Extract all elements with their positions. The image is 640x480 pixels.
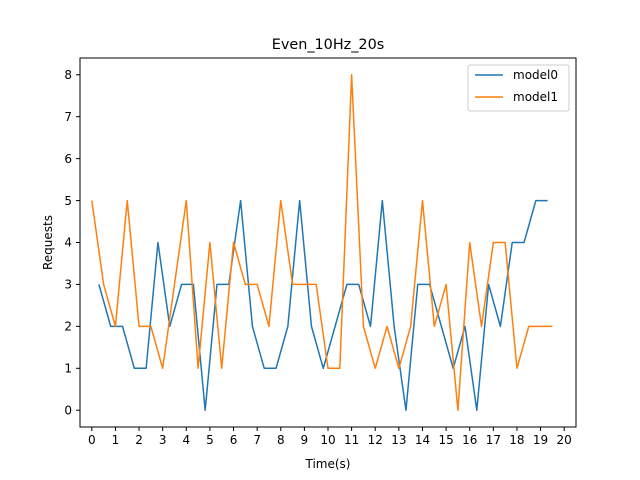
x-tick-label: 12 — [368, 433, 383, 447]
y-tick-label: 3 — [64, 278, 72, 292]
x-axis-label: Time(s) — [305, 457, 351, 471]
y-tick-label: 7 — [64, 110, 72, 124]
x-tick-label: 10 — [320, 433, 335, 447]
y-tick-label: 5 — [64, 194, 72, 208]
x-tick-label: 11 — [344, 433, 359, 447]
x-tick-label: 0 — [88, 433, 96, 447]
y-tick-label: 0 — [64, 403, 72, 417]
series-line-model1 — [91, 74, 553, 411]
y-tick-label: 4 — [64, 236, 72, 250]
x-tick-label: 17 — [486, 433, 501, 447]
y-axis-label: Requests — [41, 215, 55, 270]
y-tick-label: 8 — [64, 68, 72, 82]
x-tick-label: 19 — [533, 433, 548, 447]
x-tick-label: 8 — [277, 433, 285, 447]
x-tick-label: 5 — [206, 433, 214, 447]
x-tick-label: 6 — [230, 433, 238, 447]
x-tick-label: 9 — [301, 433, 309, 447]
x-tick-label: 2 — [135, 433, 143, 447]
plot-frame — [79, 57, 577, 428]
x-tick-label: 1 — [112, 433, 120, 447]
x-tick-label: 16 — [462, 433, 477, 447]
x-tick-label: 7 — [253, 433, 261, 447]
x-tick-label: 14 — [415, 433, 430, 447]
x-tick-label: 13 — [391, 433, 406, 447]
x-tick-label: 20 — [557, 433, 572, 447]
series-layer — [91, 74, 553, 411]
x-tick-label: 15 — [438, 433, 453, 447]
chart-title: Even_10Hz_20s — [272, 37, 384, 53]
tick-layer: 0 1 2 3 4 5 6 7 8 9 10 11 12 13 14 15 16 17 18 19 2001234567… — [64, 68, 571, 447]
series-line-model0 — [98, 199, 548, 411]
legend-label-model1: model1 — [513, 90, 558, 104]
legend-box — [467, 64, 570, 112]
y-tick-label: 6 — [64, 152, 72, 166]
x-tick-label: 3 — [159, 433, 167, 447]
y-tick-label: 2 — [64, 320, 72, 334]
legend: model0 model1 — [467, 64, 570, 112]
x-tick-label: 18 — [509, 433, 524, 447]
legend-label-model0: model0 — [513, 68, 558, 82]
x-tick-label: 4 — [182, 433, 190, 447]
y-tick-label: 1 — [64, 361, 72, 375]
